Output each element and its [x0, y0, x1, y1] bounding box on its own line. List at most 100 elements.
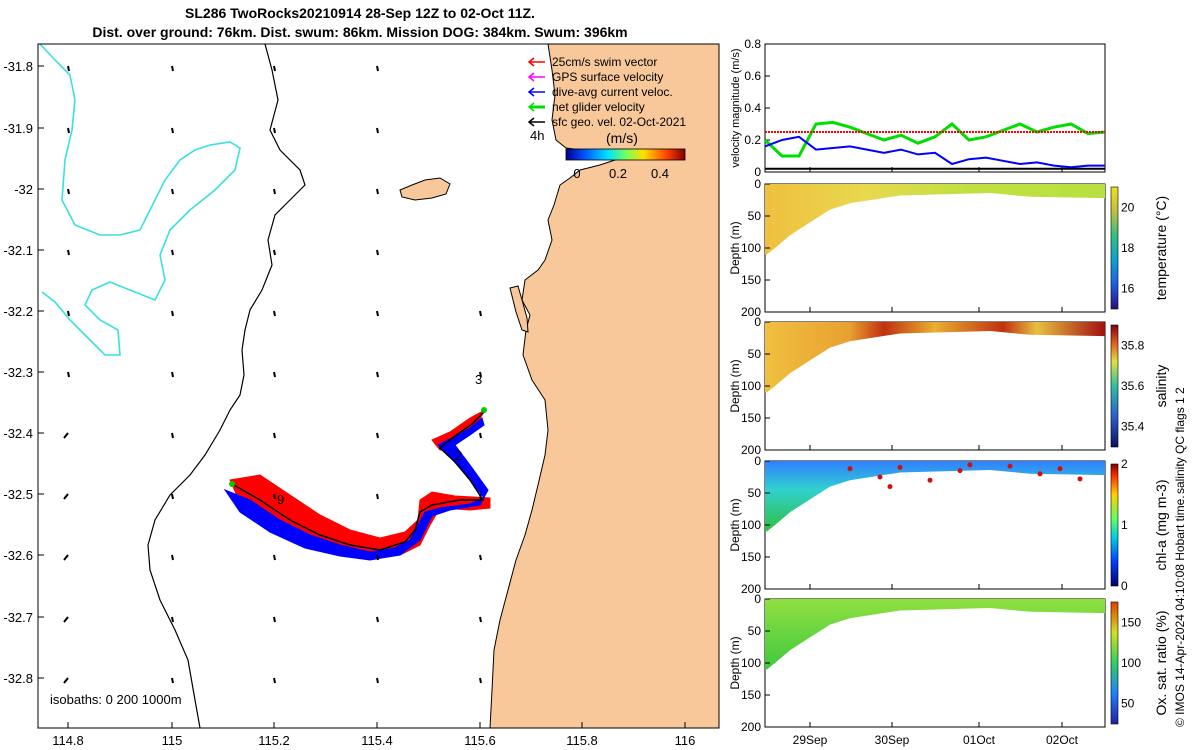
- geo-arrow: [273, 554, 276, 561]
- section-fill: [765, 599, 1105, 670]
- lon-tick-label: 115.4: [361, 733, 393, 748]
- y-axis-label: Depth (m): [728, 636, 742, 689]
- y-tick-label: 0: [754, 177, 761, 191]
- colorbar-tick-label: 0: [1121, 579, 1128, 593]
- geo-arrow: [273, 677, 276, 684]
- y-tick-label: 100: [741, 379, 761, 393]
- legend-label: dive-avg current veloc.: [552, 85, 673, 99]
- time-tick-label: 01Oct: [963, 733, 996, 747]
- section-colorbar: [1110, 324, 1119, 448]
- lon-tick-label: 115: [162, 733, 183, 748]
- y-tick-label: 100: [741, 518, 761, 532]
- time-tick-label: 30Sep: [875, 733, 910, 747]
- legend-label: sfc geo. vel. 02-Oct-2021: [552, 115, 686, 129]
- geo-arrow: [479, 493, 482, 500]
- colorbar-tick-label: 35.4: [1121, 420, 1145, 434]
- y-tick-label: 0.4: [744, 101, 761, 115]
- track-end-marker: [481, 407, 487, 413]
- colorbar-tick-label: 1: [1121, 518, 1128, 532]
- legend-arrowhead: [527, 87, 535, 97]
- geo-arrow: [63, 493, 69, 500]
- island-garden: [509, 285, 529, 333]
- y-axis-label: Depth (m): [728, 221, 742, 274]
- y-tick-label: 150: [741, 411, 761, 425]
- geo-arrow: [171, 616, 174, 623]
- velocity-plot-area: [764, 43, 1106, 173]
- y-tick-label: 50: [748, 624, 762, 638]
- geo-arrow: [171, 65, 174, 72]
- series-line: [764, 135, 1105, 169]
- geo-arrow: [376, 249, 379, 256]
- geo-arrow: [376, 616, 379, 623]
- y-tick-label: 200: [741, 720, 761, 734]
- geo-arrow: [273, 432, 276, 439]
- qc-flags-label: salinity QC flags 1 2: [1173, 387, 1187, 494]
- section-fill: [765, 322, 1105, 393]
- lat-tick-label: -32: [14, 182, 33, 197]
- colorbar-tick-label: 0: [573, 166, 580, 181]
- colorbar-tick-label: 150: [1121, 615, 1141, 629]
- geo-arrow: [376, 554, 379, 561]
- chl-hotspot: [877, 474, 883, 480]
- y-tick-label: 200: [741, 305, 761, 319]
- time-tick-label: 29Sep: [793, 733, 828, 747]
- time-tick-label: 02Oct: [1046, 733, 1079, 747]
- y-axis-label: Depth (m): [728, 359, 742, 412]
- geo-arrow: [171, 249, 174, 256]
- glider-path: [231, 411, 485, 551]
- track-map[interactable]: 3 2 9 114.8 115 115.2 115.4 115.6 115.8 116 -31…: [3, 43, 720, 748]
- geo-arrow: [376, 127, 379, 134]
- geo-arrow: [376, 677, 379, 684]
- geostrophic-velocity-field: [63, 65, 482, 684]
- y-tick-label: 0: [754, 454, 761, 468]
- geo-arrow: [171, 310, 174, 317]
- geo-arrow: [273, 249, 276, 256]
- panel-1: 0 50 100 150 200 Depth (m) 16 18 20 temperature (…: [728, 177, 1169, 319]
- y-tick-label: 50: [748, 486, 762, 500]
- lat-tick-label: -31.9: [3, 121, 33, 136]
- geo-arrow: [479, 432, 482, 439]
- y-tick-label: 200: [741, 443, 761, 457]
- y-tick-label: 0.2: [744, 133, 761, 147]
- colorbar-tick-label: 16: [1121, 282, 1135, 296]
- colorbar-tick-label: 20: [1121, 200, 1135, 214]
- lat-tick-label: -32.8: [3, 671, 33, 686]
- lat-tick-label: -32.1: [3, 243, 33, 258]
- chl-hotspot: [847, 466, 853, 472]
- chl-hotspot: [957, 468, 963, 474]
- legend-arrowhead: [527, 57, 535, 67]
- colorbar-label: Ox. sat. ratio (%): [1153, 610, 1169, 715]
- series-line: [763, 120, 1106, 158]
- panel-3: 0 50 100 150 200 Depth (m) 0 1 2 chl-a (mg m-3): [728, 454, 1169, 596]
- isobath-200m: [147, 44, 306, 728]
- speed-colorbar: [565, 148, 686, 161]
- geo-arrow: [376, 493, 379, 500]
- legend-label: net glider velocity: [552, 100, 645, 114]
- isobaths-label: isobaths: 0 200 1000m: [50, 692, 182, 707]
- geo-arrow: [67, 371, 70, 378]
- geo-arrow: [273, 188, 276, 195]
- colorbar-tick-label: 0.4: [651, 166, 669, 181]
- chl-hotspot: [967, 462, 973, 468]
- geo-arrow: [67, 65, 70, 72]
- geo-arrow: [273, 371, 276, 378]
- chl-hotspot: [1007, 463, 1013, 469]
- y-tick-label: 200: [741, 582, 761, 596]
- geo-arrow: [479, 371, 482, 378]
- panel-2: 0 50 100 150 200 Depth (m) 35.4 35.6 35.8 salinit…: [728, 315, 1169, 457]
- map-axes: 114.8 115 115.2 115.4 115.6 115.8 116 -31.8 -31.…: [3, 59, 695, 748]
- lat-tick-label: -32.2: [3, 304, 33, 319]
- y-tick-label: 0: [754, 315, 761, 329]
- geo-arrow: [171, 371, 174, 378]
- geo-arrow: [376, 371, 379, 378]
- geo-arrow: [171, 432, 174, 439]
- lat-tick-label: -31.8: [3, 59, 33, 74]
- y-tick-label: 0: [754, 165, 761, 179]
- chart-subtitle: Dist. over ground: 76km. Dist. swum: 86k…: [92, 24, 628, 40]
- colorbar-tick-label: 50: [1121, 697, 1135, 711]
- y-tick-label: 150: [741, 273, 761, 287]
- legend-arrowhead: [527, 102, 535, 112]
- geo-arrow: [479, 677, 482, 684]
- panel-4: 0 50 100 150 200 Depth (m) 50 100 150 Ox. sat. ra…: [728, 592, 1169, 734]
